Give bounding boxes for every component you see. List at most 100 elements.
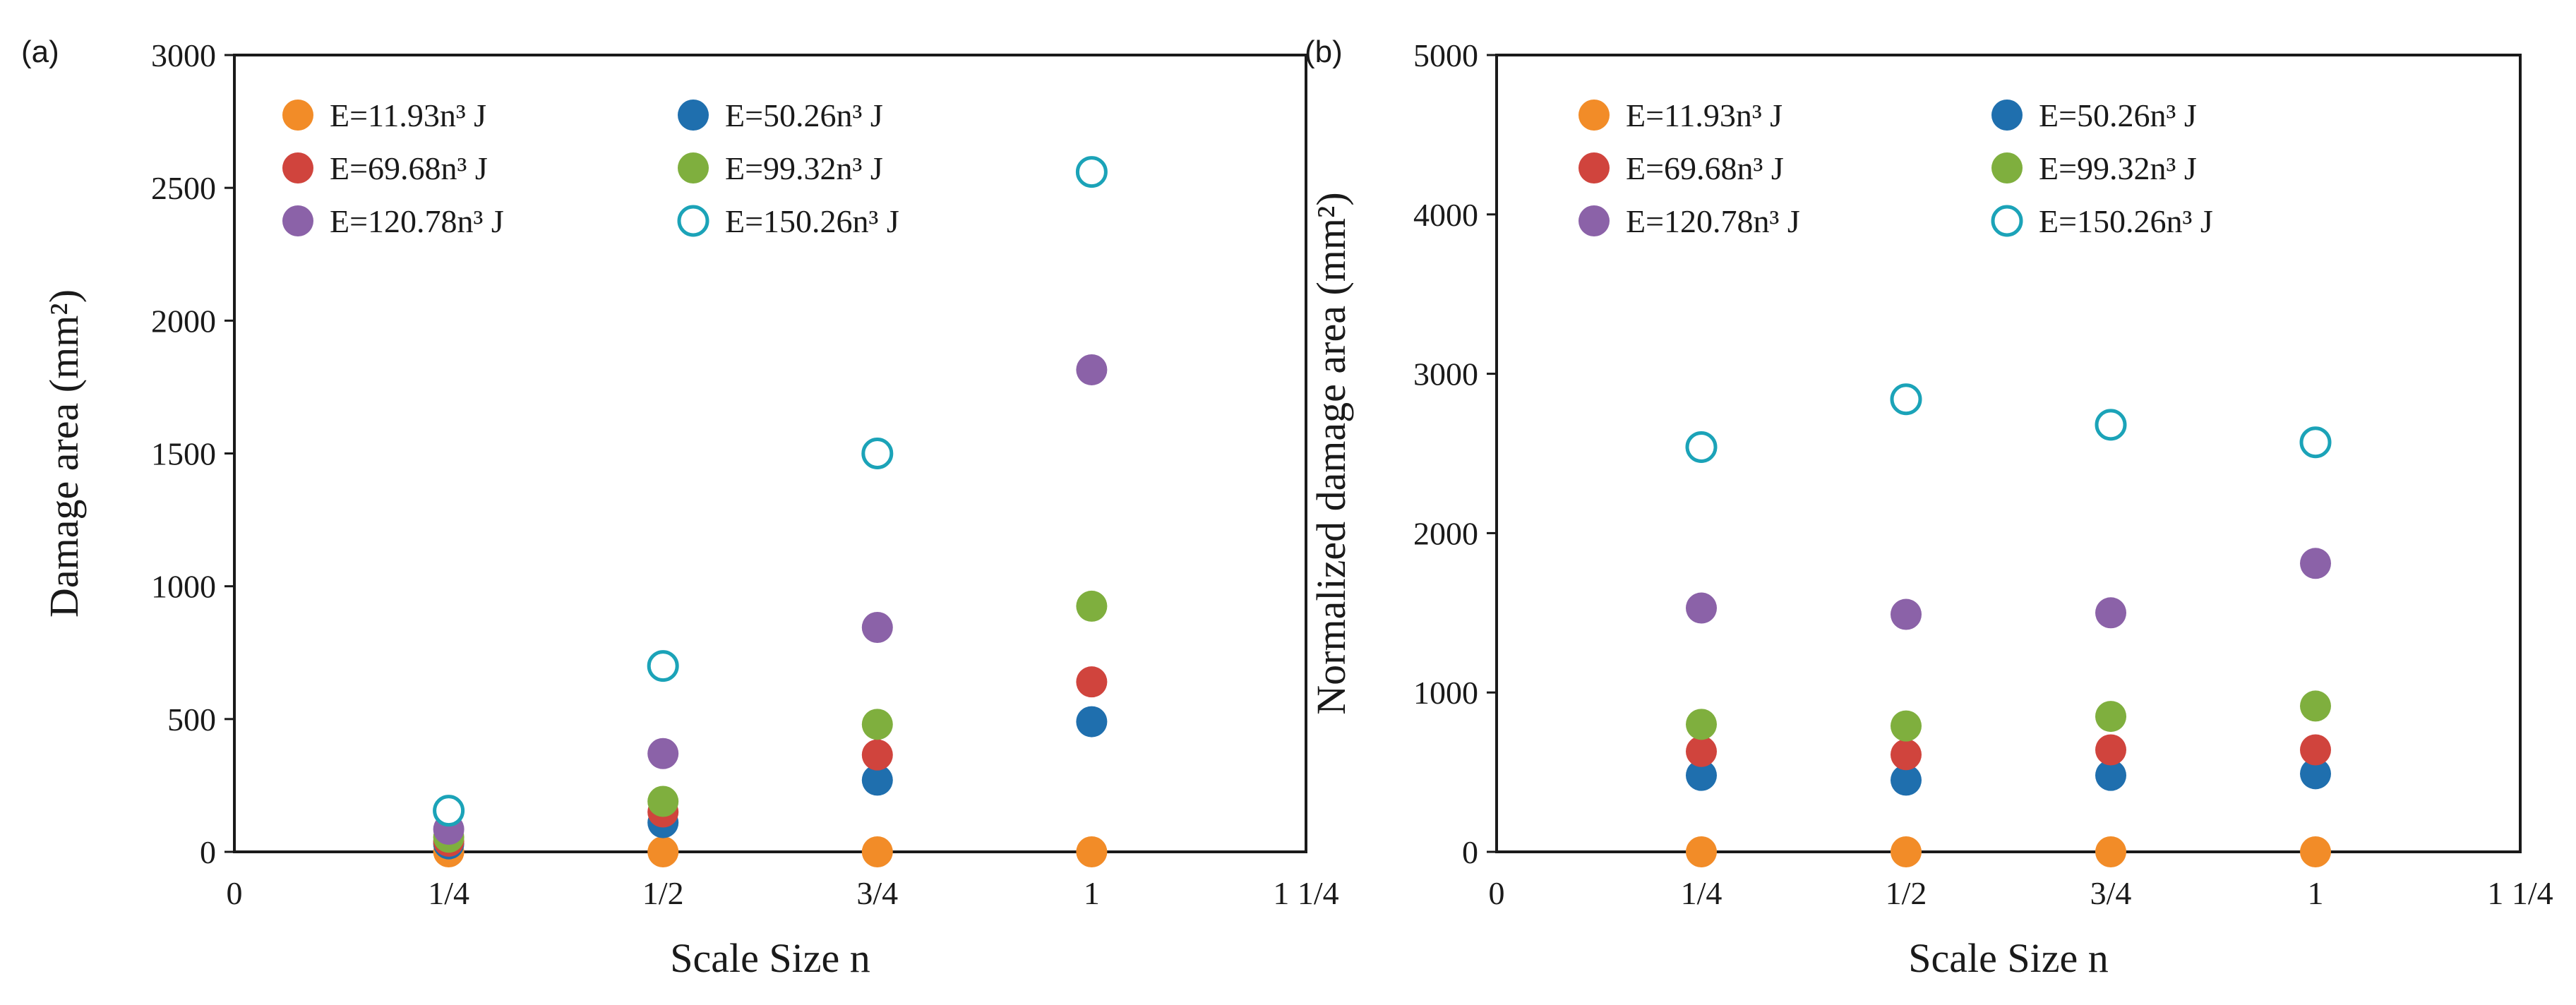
x-tick-label: 1/4: [428, 875, 469, 911]
legend-marker: [282, 152, 313, 183]
legend-label: E=150.26n³ J: [725, 203, 899, 239]
data-point-series-6: [1890, 383, 1922, 416]
legend-label: E=120.78n³ J: [330, 203, 504, 239]
data-point-series-5: [1686, 592, 1717, 624]
data-point-series-6: [2299, 426, 2332, 459]
x-tick-label: 1: [1084, 875, 1100, 911]
legend-marker: [677, 205, 709, 237]
data-point-series-1: [2095, 836, 2126, 867]
legend-label: E=69.68n³ J: [1626, 150, 1784, 186]
data-point-series-4: [2095, 701, 2126, 733]
data-point-series-6: [433, 795, 465, 827]
data-point-series-1: [1686, 836, 1717, 867]
data-point-series-3: [2300, 734, 2331, 766]
y-tick-label: 1500: [151, 436, 216, 472]
data-point-series-6: [1685, 431, 1718, 463]
data-point-series-6: [647, 650, 679, 682]
data-point-series-1: [647, 836, 679, 867]
chart-panel-a: (a) 0 500 1000 1500 2000 2500 3000 0 1/4 1/2 3/4 1 1 …: [21, 35, 1339, 981]
y-tick-label: 4000: [1413, 197, 1478, 233]
legend-label: E=50.26n³ J: [2039, 97, 2197, 133]
x-axis-title: Scale Size n: [1908, 935, 2108, 981]
data-point-series-4: [647, 786, 679, 817]
legend: E=11.93n³ J E=50.26n³ J E=69.68n³ J E=99.32…: [282, 97, 899, 239]
x-tick-label: 1/4: [1681, 875, 1723, 911]
y-axis-title: Normalized damage area (mm²): [1308, 192, 1354, 714]
data-point-series-5: [861, 611, 893, 643]
y-axis-title: Damage area (mm²): [41, 289, 87, 618]
y-tick-label: 3000: [151, 37, 216, 73]
x-tick-label: 3/4: [856, 875, 898, 911]
data-point-series-2: [1686, 759, 1717, 791]
legend-label: E=11.93n³ J: [330, 97, 486, 133]
legend-marker: [678, 100, 709, 131]
legend-label: E=150.26n³ J: [2039, 203, 2213, 239]
chart-panel-b: (b) 0 1000 2000 3000 4000 5000 0 1/4 1/2 3/4 1 1 1/4…: [1305, 35, 2553, 981]
data-point-series-2: [1076, 706, 1108, 738]
data-point-series-3: [1076, 666, 1108, 698]
y-tick-label: 2500: [151, 170, 216, 206]
data-point-series-2: [2095, 759, 2126, 791]
y-tick-label: 5000: [1413, 37, 1478, 73]
legend-marker: [1991, 152, 2023, 183]
legend-marker: [1578, 100, 1610, 131]
y-tick-label: 500: [167, 702, 216, 738]
legend-marker: [1578, 205, 1610, 236]
data-point-series-4: [861, 709, 893, 740]
data-point-series-5: [2300, 548, 2331, 579]
legend-marker: [1991, 205, 2023, 237]
x-tick-label: 1 1/4: [1273, 875, 1338, 911]
x-tick-label: 0: [227, 875, 243, 911]
data-point-series-6: [861, 438, 894, 469]
data-point-series-4: [1076, 590, 1108, 622]
x-tick-label: 1/2: [1886, 875, 1927, 911]
legend-label: E=120.78n³ J: [1626, 203, 1800, 239]
x-axis-title: Scale Size n: [670, 935, 870, 981]
legend-label: E=69.68n³ J: [330, 150, 488, 186]
data-point-series-5: [2095, 597, 2126, 629]
data-point-series-4: [1686, 709, 1717, 740]
data-point-series-4: [1891, 710, 1922, 742]
x-tick-label: 1: [2308, 875, 2324, 911]
data-point-series-5: [1076, 354, 1108, 385]
data-point-series-5: [1891, 598, 1922, 630]
legend-marker: [1578, 152, 1610, 183]
data-point-series-3: [1686, 735, 1717, 767]
data-point-series-1: [1891, 836, 1922, 867]
data-point-series-2: [861, 764, 893, 796]
data-points: [1685, 383, 2332, 867]
legend-label: E=99.32n³ J: [725, 150, 883, 186]
data-point-series-2: [1891, 764, 1922, 796]
y-tick-label: 0: [1462, 834, 1478, 870]
legend: E=11.93n³ J E=50.26n³ J E=69.68n³ J E=99.32…: [1578, 97, 2213, 239]
legend-label: E=50.26n³ J: [725, 97, 883, 133]
y-tick-label: 2000: [151, 303, 216, 339]
data-point-series-6: [2095, 409, 2127, 441]
x-tick-label: 1 1/4: [2487, 875, 2553, 911]
legend-label: E=11.93n³ J: [1626, 97, 1783, 133]
data-point-series-1: [1076, 836, 1108, 867]
y-tick-label: 0: [200, 834, 216, 870]
data-point-series-3: [1891, 739, 1922, 771]
x-tick-label: 1/2: [642, 875, 684, 911]
data-point-series-4: [2300, 690, 2331, 722]
x-tick-label: 3/4: [2090, 875, 2132, 911]
data-point-series-5: [647, 738, 679, 769]
data-point-series-2: [2300, 758, 2331, 790]
legend-marker: [282, 205, 313, 236]
y-tick-label: 2000: [1413, 515, 1478, 551]
data-point-series-1: [861, 836, 893, 867]
legend-marker: [678, 152, 709, 183]
panel-label: (a): [21, 35, 59, 69]
y-tick-label: 3000: [1413, 356, 1478, 392]
data-point-series-1: [2300, 836, 2331, 867]
data-point-series-3: [2095, 734, 2126, 766]
data-point-series-6: [1075, 156, 1108, 188]
y-tick-label: 1000: [1413, 675, 1478, 711]
legend-marker: [1991, 100, 2023, 131]
y-tick-label: 1000: [151, 569, 216, 605]
x-tick-label: 0: [1489, 875, 1505, 911]
panel-label: (b): [1305, 35, 1343, 69]
